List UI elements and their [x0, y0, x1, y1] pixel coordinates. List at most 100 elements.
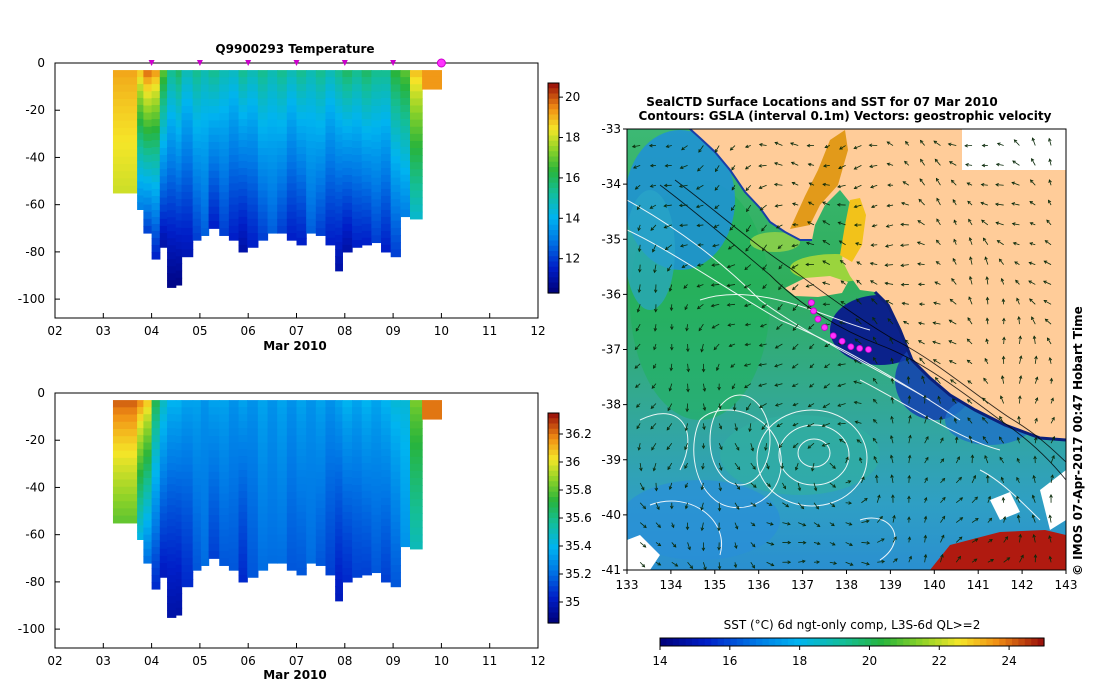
profile-cell: [238, 553, 248, 562]
profile-cell: [371, 543, 382, 552]
velocity-vector-head: [700, 348, 704, 353]
velocity-vector-head: [999, 395, 1004, 400]
profile-cell: [352, 548, 363, 557]
profile-cell: [208, 141, 220, 150]
velocity-vector-head: [785, 503, 790, 508]
profile-cell: [315, 550, 327, 559]
profile-cell: [247, 478, 259, 486]
profile-cell: [219, 500, 230, 509]
colorbar-segment: [548, 230, 559, 236]
velocity-vector-head: [949, 298, 954, 303]
velocity-vector-head: [824, 343, 829, 347]
velocity-vector-head: [664, 246, 669, 251]
velocity-vector-head: [925, 456, 929, 461]
velocity-vector: [792, 423, 799, 427]
profile-cell: [371, 421, 382, 430]
profile-cell: [167, 428, 177, 436]
profile-cell: [208, 457, 220, 466]
velocity-vector: [714, 184, 720, 191]
profile-cell: [167, 203, 177, 211]
profile-cell: [296, 119, 307, 127]
profile-cell: [137, 104, 144, 113]
velocity-vector-head: [902, 320, 907, 325]
velocity-vector-head: [636, 308, 641, 313]
profile-cell: [143, 456, 153, 465]
velocity-vector-head: [684, 484, 689, 489]
velocity-vector-head: [1031, 137, 1036, 142]
profile-cell: [219, 486, 230, 495]
velocity-vector-head: [941, 477, 946, 482]
profile-cell: [228, 133, 240, 142]
velocity-vector-head: [634, 365, 639, 369]
velocity-vector-head: [848, 501, 853, 505]
velocity-vector-head: [718, 405, 722, 410]
profile-cell: [137, 132, 144, 141]
profile-cell: [151, 567, 161, 576]
colorbar-segment: [548, 565, 559, 572]
velocity-vector: [1034, 437, 1037, 444]
profile-cell: [228, 428, 240, 437]
velocity-vector: [877, 538, 885, 543]
velocity-vector-head: [900, 263, 905, 268]
profile-cell: [342, 77, 353, 85]
colorbar-tick-label: 24: [1001, 654, 1016, 668]
profile-cell: [181, 550, 194, 559]
velocity-vector-head: [957, 555, 961, 560]
colorbar-tick-label: 20: [565, 90, 580, 104]
velocity-vector-head: [811, 467, 815, 472]
profile-cell: [159, 70, 168, 78]
profile-cell: [143, 183, 153, 192]
velocity-vector-head: [917, 340, 922, 344]
velocity-vector-head: [884, 244, 889, 248]
velocity-vector-head: [653, 308, 658, 313]
profile-cell: [228, 126, 240, 135]
profile-cell: [175, 170, 183, 179]
profile-cell: [422, 412, 442, 420]
velocity-vector: [679, 224, 688, 226]
profile-cell: [335, 263, 343, 272]
profile-cell: [286, 70, 298, 78]
velocity-vector-head: [995, 162, 1000, 167]
profile-cell: [277, 133, 288, 142]
profile-cell: [208, 113, 220, 122]
colorbar-segment: [548, 523, 559, 530]
velocity-vector-head: [649, 184, 654, 188]
profile-cell: [247, 112, 259, 121]
velocity-vector: [873, 419, 878, 424]
profile-cell: [192, 435, 202, 444]
velocity-vector-head: [1018, 375, 1023, 379]
colorbar-segment: [1005, 638, 1013, 646]
profile-cell: [219, 141, 230, 150]
salinity-y-axis: 0-20-40-60-80-100: [18, 386, 60, 636]
profile-cell: [175, 500, 183, 509]
colorbar-segment: [548, 219, 559, 226]
velocity-vector: [702, 463, 704, 469]
profile-cell: [286, 126, 298, 135]
seal-ctd-location: [814, 315, 822, 323]
velocity-vector-head: [984, 256, 988, 261]
velocity-vector-head: [985, 317, 990, 322]
velocity-vector: [746, 204, 752, 212]
profile-cell: [286, 183, 298, 192]
velocity-vector-head: [696, 263, 701, 267]
velocity-vector-head: [684, 446, 688, 451]
profile-cell: [228, 563, 240, 571]
velocity-vector-head: [774, 383, 779, 387]
velocity-vector-head: [744, 166, 749, 170]
velocity-vector-head: [762, 285, 766, 290]
velocity-vector-head: [999, 456, 1003, 461]
profile-cell: [208, 84, 220, 93]
profile-cell: [390, 565, 401, 573]
profile-cell: [238, 449, 248, 457]
x-tick-label: 07: [289, 324, 304, 338]
velocity-vector: [1045, 318, 1052, 325]
profile-cell: [390, 105, 401, 114]
velocity-vector-head: [1049, 377, 1054, 382]
profile-cell: [400, 483, 411, 492]
velocity-vector: [777, 304, 783, 311]
profile-cell: [390, 227, 401, 236]
profile-cell: [325, 414, 336, 422]
velocity-vector-head: [745, 187, 750, 192]
profile-cell: [200, 127, 210, 136]
profile-cell: [112, 479, 138, 488]
